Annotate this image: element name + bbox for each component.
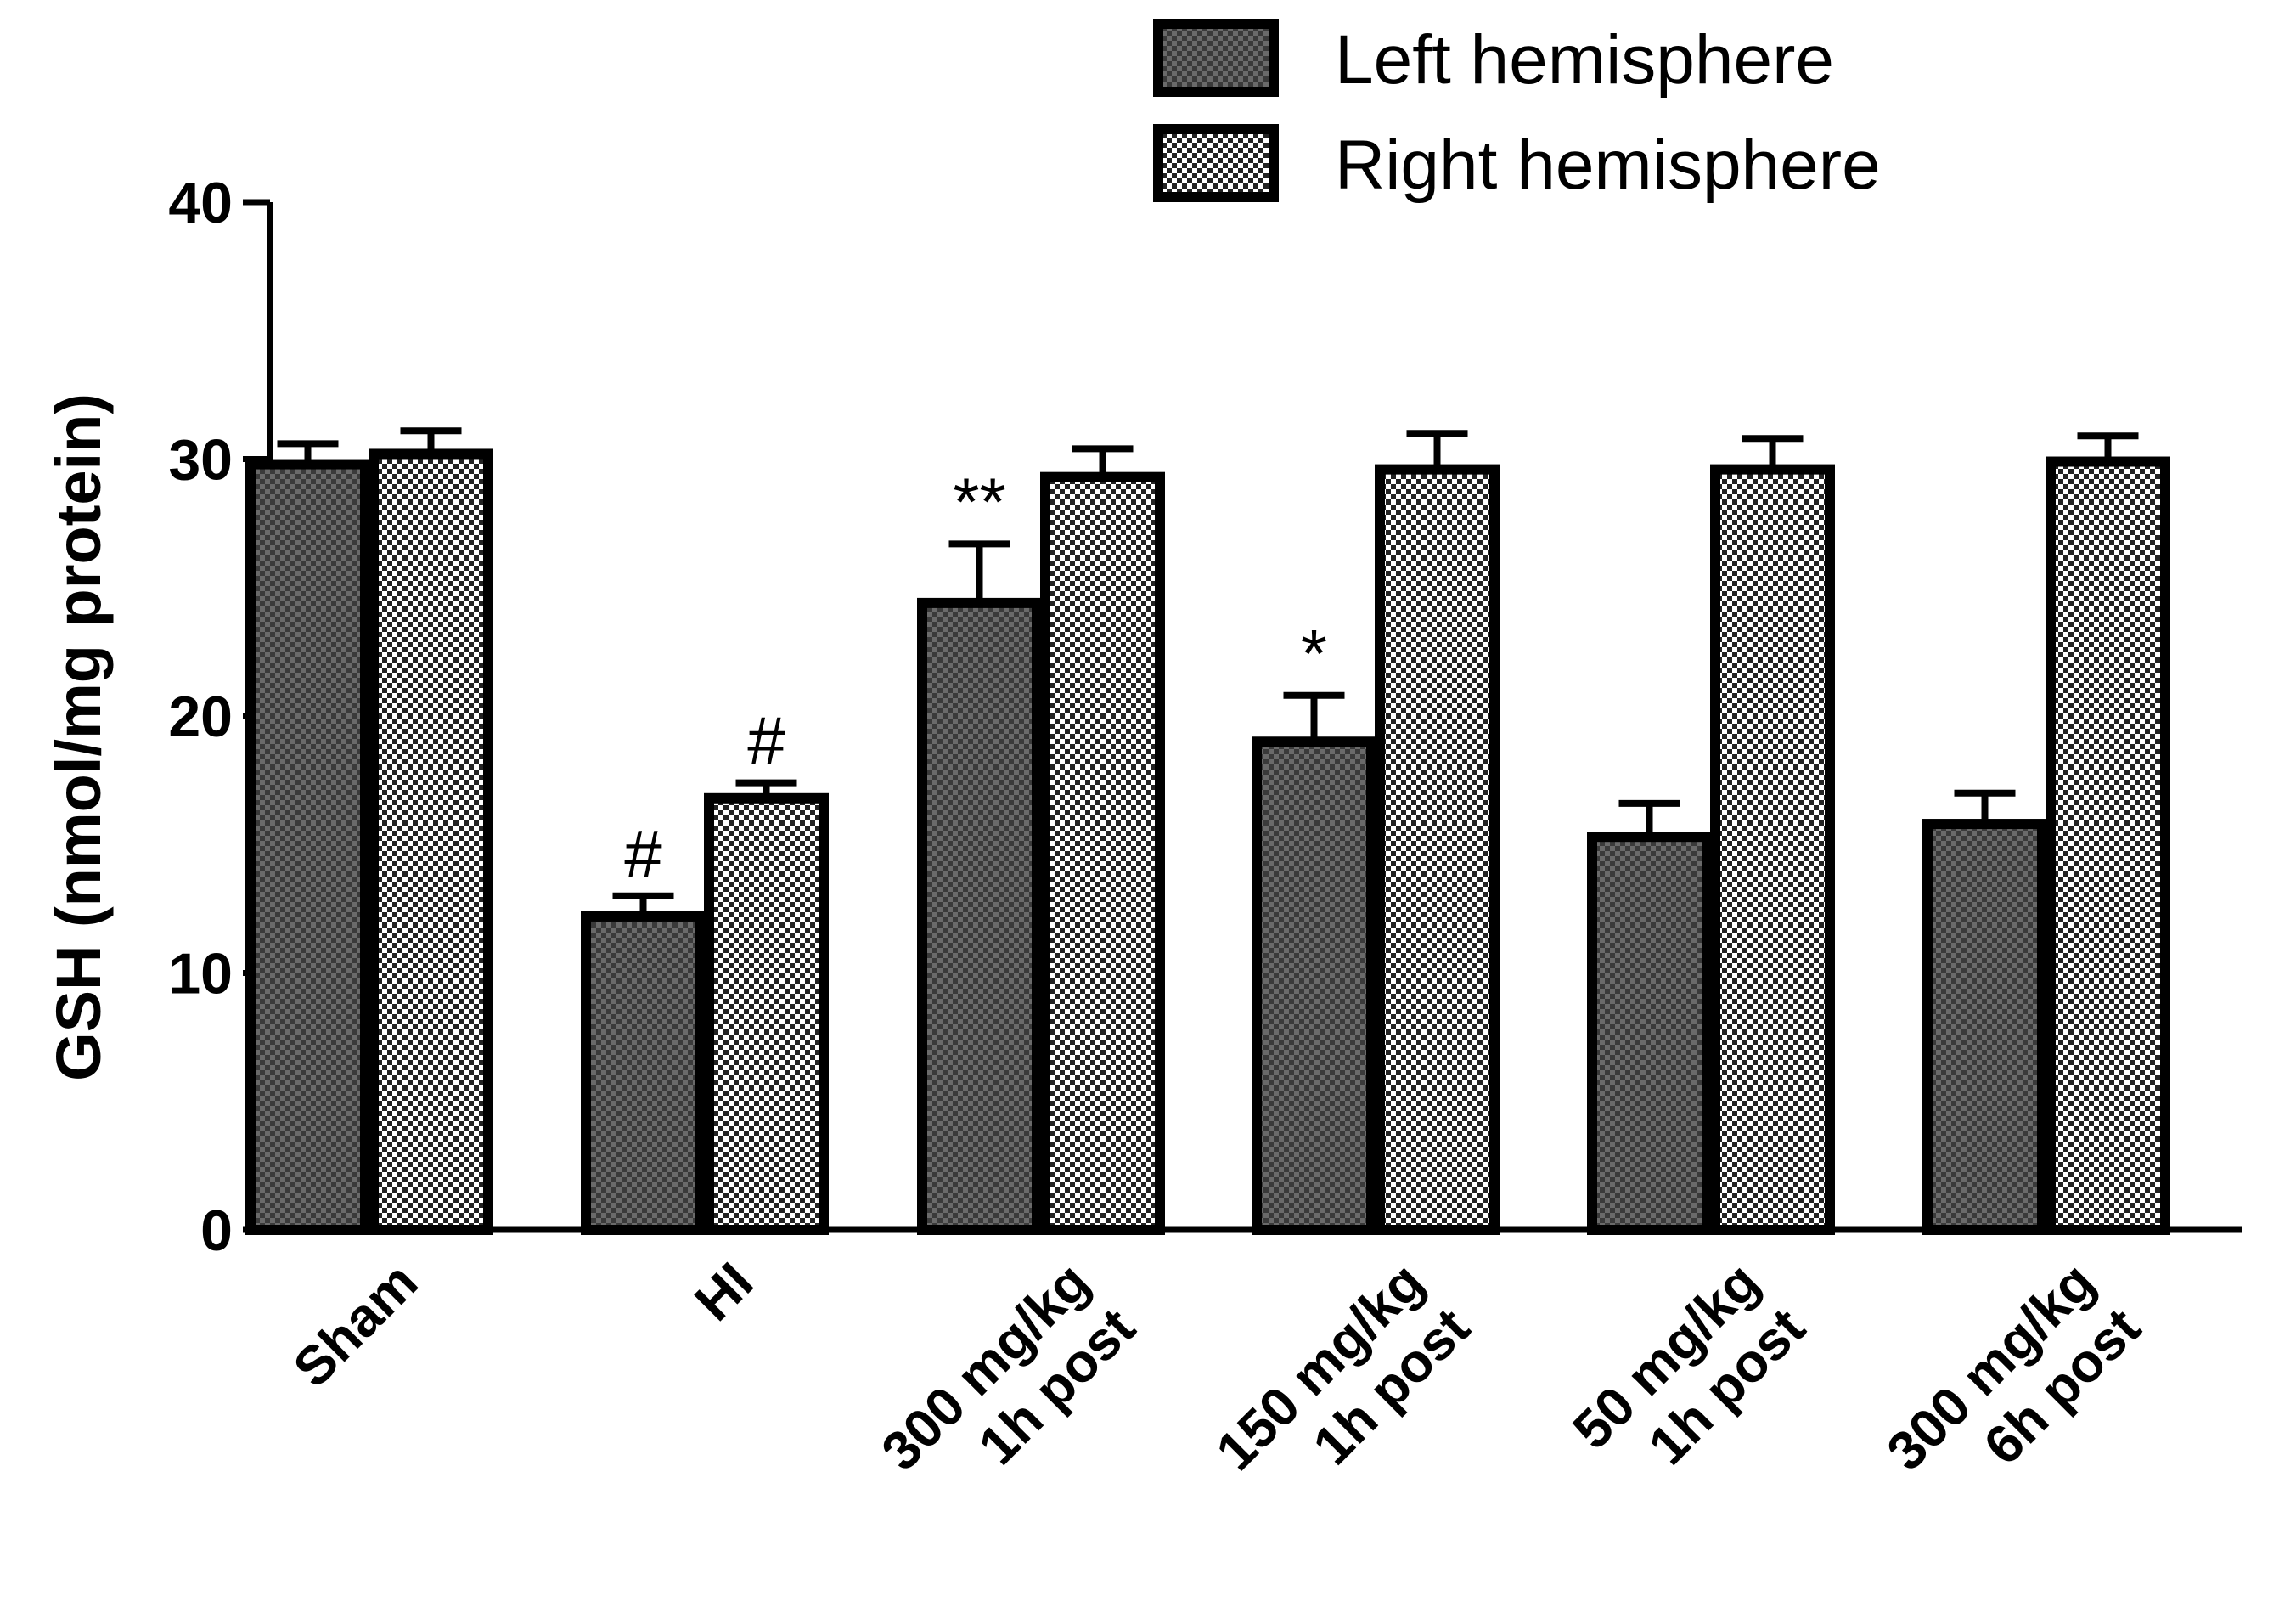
y-tick-label: 0 (200, 1198, 233, 1263)
significance-marker: * (1301, 616, 1327, 691)
legend: Left hemisphere Right hemisphere (1153, 19, 1881, 204)
x-tick-label: Sham (281, 1251, 429, 1399)
bar-left-4 (1587, 832, 1712, 1235)
significance-marker: ** (953, 464, 1005, 539)
bar-right-2 (1040, 471, 1165, 1235)
significance-marker: # (747, 703, 785, 779)
bar-left-1 (581, 911, 706, 1235)
legend-swatch-1 (1153, 124, 1279, 202)
bar-left-0 (245, 459, 370, 1235)
bar-left-3 (1252, 736, 1376, 1235)
bar-left-2 (917, 597, 1042, 1235)
y-tick-label: 40 (168, 171, 233, 235)
significance-marker: # (624, 816, 662, 892)
y-tick-label: 20 (168, 685, 233, 749)
bar-left-5 (1922, 819, 2047, 1235)
y-axis-label: GSH (nmol/mg protein) (43, 393, 114, 1081)
bar-right-4 (1710, 464, 1835, 1235)
x-tick-label-group: Sham (281, 1251, 429, 1399)
legend-label-1: Right hemisphere (1335, 127, 1881, 204)
bar-right-1 (704, 792, 829, 1235)
legend-label-0: Left hemisphere (1335, 21, 1834, 99)
legend-swatch-0 (1153, 19, 1279, 97)
y-tick-label: 30 (168, 428, 233, 493)
bar-right-3 (1375, 464, 1500, 1235)
bars: #***# (245, 427, 2170, 1235)
x-tick-label-group: HI (683, 1251, 764, 1333)
bar-right-0 (369, 448, 493, 1235)
x-tick-label: HI (683, 1251, 764, 1333)
y-tick-label: 10 (168, 942, 233, 1007)
bar-right-5 (2046, 456, 2170, 1235)
